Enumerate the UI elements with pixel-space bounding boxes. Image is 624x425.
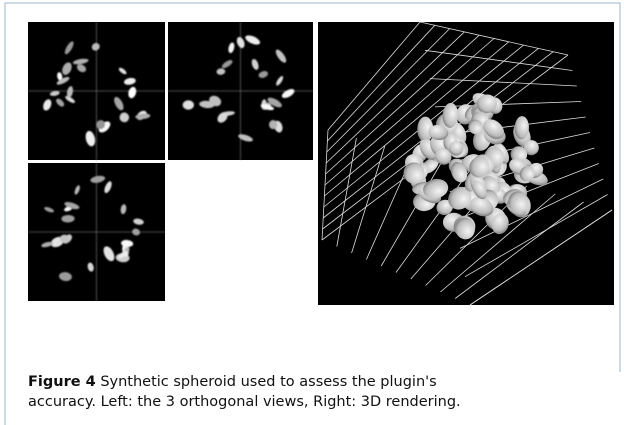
caption-text: Synthetic spheroid used to assess the pl… bbox=[100, 374, 436, 390]
spheroid-slice bbox=[183, 100, 194, 109]
caption-text: accuracy. Left: the 3 orthogonal views, … bbox=[28, 394, 461, 410]
figure-label: Figure 4 bbox=[28, 374, 96, 390]
figure-graphic bbox=[0, 0, 624, 425]
caption-line: accuracy. Left: the 3 orthogonal views, … bbox=[28, 394, 461, 410]
page: Figure 4 Synthetic spheroid used to asse… bbox=[0, 0, 624, 425]
caption-line: Figure 4 Synthetic spheroid used to asse… bbox=[28, 374, 437, 390]
